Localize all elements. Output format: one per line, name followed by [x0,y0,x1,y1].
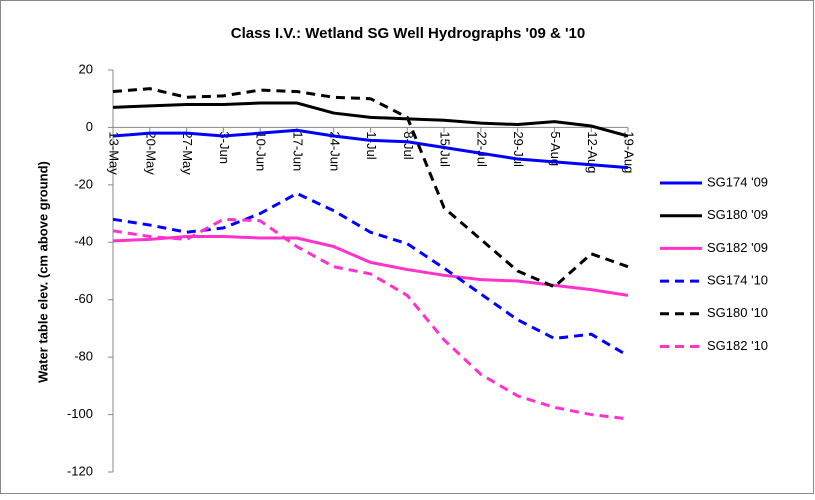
legend-label: SG174 '10 [707,273,768,288]
series-line [112,101,629,138]
legend-label: SG180 '09 [707,207,768,222]
y-tick-label: -120 [67,463,93,478]
x-tick-label: 19-Aug [622,131,637,173]
x-tick-label: 12-Aug [585,131,600,173]
y-tick-label: -20 [74,176,93,191]
x-tick-label: 8-Jul [401,131,416,159]
legend-label: SG174 '09 [707,174,768,189]
x-tick-label: 22-Jul [474,131,489,167]
y-tick-label: -100 [67,406,93,421]
y-tick-label: -80 [74,349,93,364]
series-line [112,235,629,297]
y-tick-label: -60 [74,291,93,306]
x-tick-label: 20-May [143,131,158,175]
series-line [112,87,629,289]
y-tick-label: -40 [74,234,93,249]
series-line [112,128,629,170]
y-tick-label: 20 [79,61,93,76]
x-tick-label: 5-Aug [548,131,563,166]
x-tick-label: 27-May [180,131,195,175]
x-tick-label: 24-Jun [327,131,342,171]
series-line [112,217,629,421]
x-tick-label: 13-May [107,131,122,175]
series-line [112,191,629,358]
y-axis-label: Water table elev. (cm above ground) [35,161,50,383]
x-tick-label: 3-Jun [217,131,232,164]
x-tick-label: 29-Jul [511,131,526,167]
chart-title: Class I.V.: Wetland SG Well Hydrographs … [231,25,585,42]
legend-label: SG180 '10 [707,305,768,320]
x-tick-label: 10-Jun [254,131,269,171]
x-tick-label: 1-Jul [364,131,379,159]
y-tick-label: 0 [86,119,93,134]
x-tick-label: 17-Jun [290,131,305,171]
legend-label: SG182 '09 [707,240,768,255]
legend-label: SG182 '10 [707,338,768,353]
